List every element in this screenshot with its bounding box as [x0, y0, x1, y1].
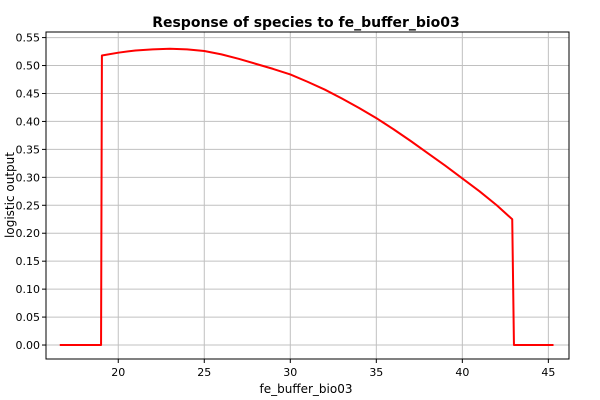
y-tick-label: 0.35	[16, 143, 41, 156]
response-curve	[59, 47, 554, 347]
series-layer	[59, 47, 554, 347]
y-tick-label: 0.55	[16, 32, 41, 45]
x-axis-label: fe_buffer_bio03	[260, 382, 353, 396]
x-tick-label: 40	[455, 366, 469, 379]
y-tick-label: 0.25	[16, 199, 41, 212]
x-tick-label: 35	[369, 366, 383, 379]
y-tick-label: 0.40	[16, 115, 41, 128]
y-tick-label: 0.15	[16, 255, 41, 268]
y-tick-label: 0.30	[16, 171, 41, 184]
y-tick-label: 0.20	[16, 227, 41, 240]
x-tick-label: 20	[111, 366, 125, 379]
y-tick-label: 0.45	[16, 87, 41, 100]
grid-layer	[46, 32, 569, 359]
chart-title: Response of species to fe_buffer_bio03	[152, 15, 460, 31]
x-tick-label: 30	[283, 366, 297, 379]
x-tick-label: 45	[541, 366, 555, 379]
y-tick-label: 0.00	[16, 339, 41, 352]
y-tick-label: 0.05	[16, 311, 41, 324]
y-tick-label: 0.50	[16, 60, 41, 73]
x-tick-label: 25	[197, 366, 211, 379]
x-axis: 20 25 30 35 40 45	[111, 359, 555, 379]
plot-frame	[45, 31, 570, 360]
y-tick-label: 0.10	[16, 283, 41, 296]
y-axis-label: logistic output	[3, 152, 17, 238]
y-axis: 0.00 0.05 0.10 0.15 0.20 0.25 0.30 0.35 0.40 0.45…	[16, 32, 46, 352]
